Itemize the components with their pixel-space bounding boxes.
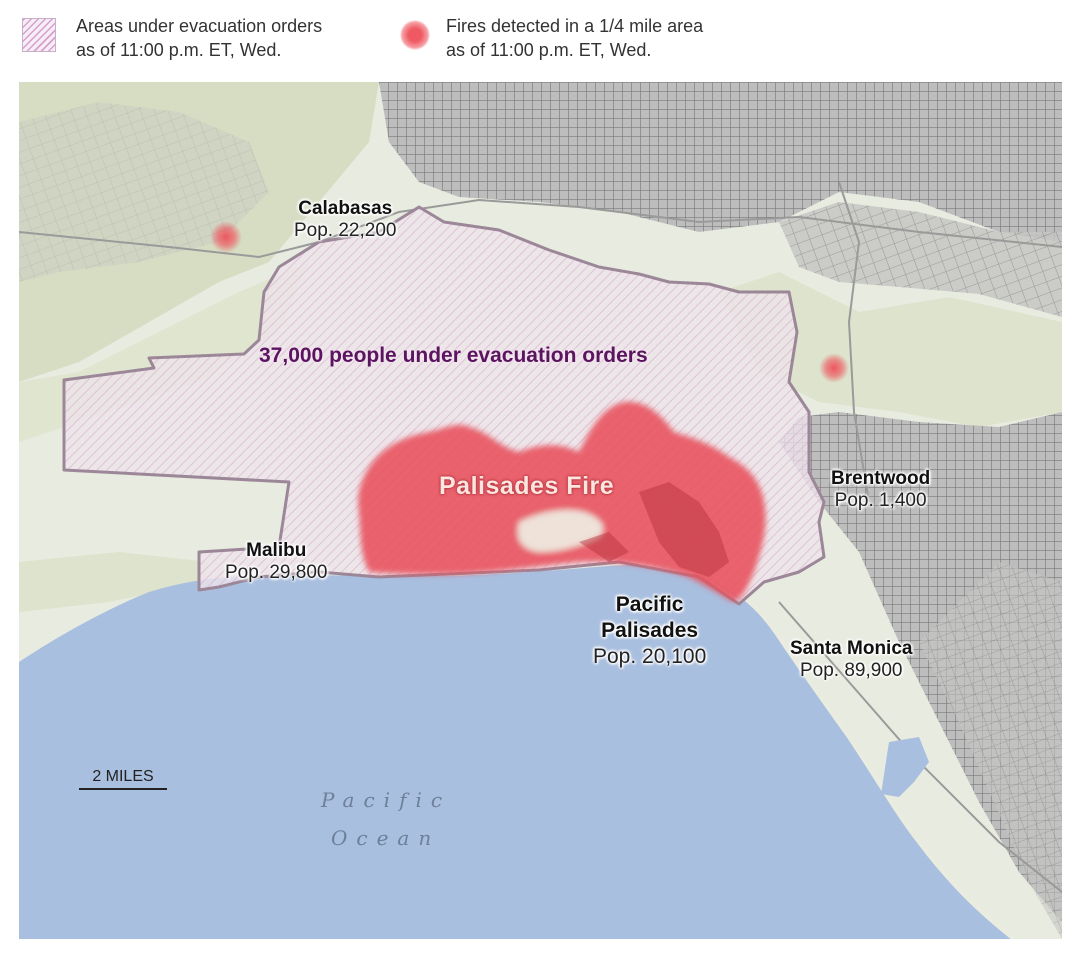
place-name: Malibu (246, 540, 307, 561)
scale-line (79, 788, 167, 790)
urban-street-grid (19, 82, 1062, 939)
map-legend: Areas under evacuation orders as of 11:0… (22, 14, 1062, 74)
place-name: Santa Monica (790, 638, 913, 659)
coastline-beach (718, 580, 1016, 939)
place-name: Brentwood (831, 468, 931, 489)
fire-name-label: Palisades Fire (439, 472, 615, 500)
marina-del-rey (881, 737, 929, 797)
legend-fires-line1: Fires detected in a 1/4 mile area (446, 16, 704, 36)
fire-detection-brentwood (819, 353, 849, 383)
place-santa-monica: Santa Monica Pop. 89,900 (790, 638, 912, 682)
legend-fires: Fires detected in a 1/4 mile area as of … (400, 14, 703, 62)
place-population: Pop. 22,200 (294, 220, 397, 241)
map-view[interactable]: Calabasas Pop. 22,200 Malibu Pop. 29,800… (19, 82, 1062, 939)
evacuation-hatch-swatch-icon (22, 18, 56, 52)
place-name: Calabasas (298, 198, 393, 219)
legend-evacuation-line1: Areas under evacuation orders (76, 16, 323, 36)
scale-bar: 2 MILES (79, 768, 167, 790)
place-brentwood: Brentwood Pop. 1,400 (831, 468, 930, 512)
place-name: Pacific (615, 593, 684, 616)
legend-evacuation-line2: as of 11:00 p.m. ET, Wed. (76, 40, 282, 60)
ocean-label-line1: Pacific (321, 788, 452, 812)
map-graphic (19, 82, 1062, 939)
palisades-fire-area (358, 401, 766, 602)
place-calabasas: Calabasas Pop. 22,200 (294, 198, 396, 242)
fire-dot-swatch-icon (400, 20, 430, 50)
legend-evacuation: Areas under evacuation orders as of 11:0… (22, 14, 322, 62)
legend-fires-line2: as of 11:00 p.m. ET, Wed. (446, 40, 652, 60)
scale-label: 2 MILES (92, 768, 154, 785)
place-malibu: Malibu Pop. 29,800 (225, 540, 327, 584)
place-population: Pop. 1,400 (834, 490, 927, 511)
fire-detection-calabasas (210, 221, 242, 253)
ocean-label-line2: Ocean (331, 826, 441, 850)
fire-burn-texture (579, 482, 729, 577)
evacuation-count-label: 37,000 people under evacuation orders (259, 344, 648, 367)
place-pacific-palisades: Pacific Palisades Pop. 20,100 (593, 592, 706, 670)
pacific-ocean (19, 565, 1014, 939)
place-population: Pop. 89,900 (800, 660, 903, 681)
place-population: Pop. 29,800 (225, 562, 328, 583)
place-name-line2: Palisades (601, 619, 699, 642)
place-population: Pop. 20,100 (593, 645, 707, 668)
